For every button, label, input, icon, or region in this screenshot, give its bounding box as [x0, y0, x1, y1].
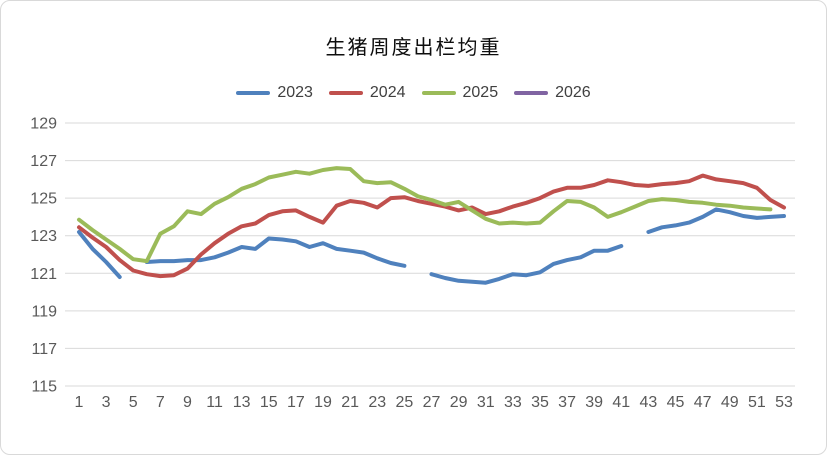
y-tick-label: 119	[31, 303, 57, 320]
y-tick-label: 125	[30, 191, 57, 208]
x-tick-label: 31	[477, 394, 495, 411]
y-tick-label: 127	[30, 153, 57, 170]
x-tick-label: 23	[368, 394, 386, 411]
chart-title: 生猪周度出栏均重	[325, 37, 502, 59]
x-tick-label: 19	[314, 394, 332, 411]
x-tick-label: 11	[206, 394, 223, 411]
legend-swatch-2025	[421, 91, 456, 95]
x-tick-label: 37	[558, 394, 576, 411]
x-tick-label: 17	[287, 394, 305, 411]
y-tick-label: 121	[30, 266, 57, 283]
x-tick-label: 41	[612, 394, 630, 411]
x-tick-label: 49	[721, 394, 739, 411]
x-axis-tick-labels: 1 3 5 7 9 11 13 15 17 19 21 23 25 27 29 31 33 35 37 39 41 43 4…	[75, 394, 793, 411]
legend-label-2023: 2023	[277, 84, 313, 101]
x-tick-label: 51	[748, 394, 766, 411]
legend-item-2023: 2023	[236, 84, 313, 102]
x-tick-label: 7	[156, 394, 165, 411]
y-axis-tick-labels: 129 127 125 123 121 119 117 115	[30, 116, 57, 396]
legend-label-2024: 2024	[369, 84, 406, 101]
x-tick-label: 33	[504, 394, 522, 411]
x-tick-label: 27	[423, 394, 441, 411]
x-tick-label: 9	[183, 394, 192, 411]
legend-swatch-2024	[328, 91, 363, 95]
x-tick-label: 13	[233, 394, 251, 411]
x-tick-label: 45	[667, 394, 685, 411]
x-tick-label: 25	[395, 394, 413, 411]
series-line-2025	[77, 166, 773, 264]
x-tick-label: 15	[260, 394, 278, 411]
y-tick-label: 129	[30, 116, 57, 133]
y-tick-label: 117	[31, 341, 57, 358]
x-tick-label: 21	[341, 394, 359, 411]
x-tick-label: 35	[531, 394, 549, 411]
series-line-2024	[77, 173, 786, 279]
series-line-2023	[77, 207, 786, 285]
legend-item-2025: 2025	[421, 84, 499, 102]
x-tick-label: 5	[129, 394, 138, 411]
x-tick-label: 39	[585, 394, 603, 411]
x-tick-label: 3	[102, 394, 111, 411]
legend-item-2024: 2024	[328, 84, 406, 102]
y-tick-label: 115	[31, 379, 57, 396]
gridlines	[65, 122, 795, 387]
legend-label-2025: 2025	[462, 84, 499, 101]
x-tick-label: 53	[775, 394, 793, 411]
x-tick-label: 47	[694, 394, 712, 411]
x-tick-label: 43	[640, 394, 658, 411]
chart-legend: 2023 2024 2025 2026	[1, 84, 826, 102]
x-tick-label: 1	[75, 394, 84, 411]
legend-swatch-2026	[514, 91, 549, 95]
y-tick-label: 123	[30, 228, 57, 245]
legend-item-2026: 2026	[514, 84, 591, 102]
legend-swatch-2023	[236, 91, 271, 95]
legend-label-2026: 2026	[555, 84, 591, 101]
x-tick-label: 29	[450, 394, 468, 411]
